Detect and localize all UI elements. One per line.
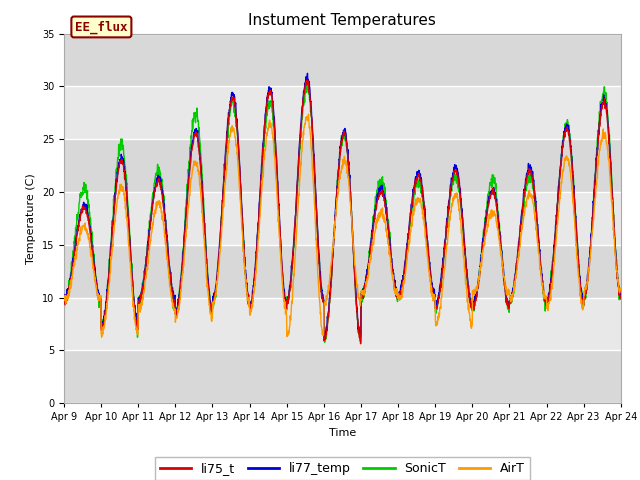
li77_temp xyxy=(303,71,311,76)
AirT xyxy=(584,280,591,286)
li75_t xyxy=(568,161,576,167)
Y-axis label: Temperature (C): Temperature (C) xyxy=(26,173,36,264)
AirT xyxy=(617,288,625,293)
Legend: li75_t, li77_temp, SonicT, AirT: li75_t, li77_temp, SonicT, AirT xyxy=(155,457,530,480)
Line: li75_t: li75_t xyxy=(64,81,621,344)
AirT xyxy=(371,229,379,235)
Line: SonicT: SonicT xyxy=(64,85,621,342)
li77_temp xyxy=(584,272,591,277)
li75_t xyxy=(359,292,367,298)
Title: Instument Temperatures: Instument Temperatures xyxy=(248,13,436,28)
Line: li77_temp: li77_temp xyxy=(64,73,621,338)
li75_t xyxy=(303,78,310,84)
X-axis label: Time: Time xyxy=(329,428,356,438)
AirT xyxy=(60,298,68,304)
SonicT xyxy=(505,304,513,310)
Bar xyxy=(64,86,621,139)
Bar xyxy=(64,192,621,245)
li75_t xyxy=(356,341,364,347)
AirT xyxy=(305,111,312,117)
SonicT xyxy=(321,339,328,345)
AirT xyxy=(568,184,576,190)
li77_temp xyxy=(216,245,223,251)
AirT xyxy=(216,255,223,261)
AirT xyxy=(98,335,106,340)
li77_temp xyxy=(568,158,576,164)
SonicT xyxy=(617,292,625,298)
Bar xyxy=(64,298,621,350)
SonicT xyxy=(371,206,379,212)
SonicT xyxy=(568,160,576,166)
li77_temp xyxy=(371,207,379,213)
li75_t xyxy=(60,302,68,308)
li77_temp xyxy=(356,335,364,341)
Text: EE_flux: EE_flux xyxy=(75,20,127,34)
SonicT xyxy=(359,286,367,291)
SonicT xyxy=(303,82,310,88)
li75_t xyxy=(371,214,379,219)
AirT xyxy=(505,291,513,297)
li77_temp xyxy=(617,288,625,294)
Line: AirT: AirT xyxy=(64,114,621,337)
AirT xyxy=(359,288,367,294)
li75_t xyxy=(505,305,513,311)
li75_t xyxy=(216,248,223,253)
li75_t xyxy=(584,277,591,283)
SonicT xyxy=(584,276,591,282)
li75_t xyxy=(617,293,625,299)
SonicT xyxy=(216,252,223,257)
li77_temp xyxy=(359,290,367,296)
Bar xyxy=(64,139,621,192)
SonicT xyxy=(60,299,68,305)
Bar xyxy=(64,350,621,403)
Bar xyxy=(64,245,621,298)
Bar xyxy=(64,34,621,86)
li77_temp xyxy=(505,299,513,305)
li77_temp xyxy=(60,295,68,300)
